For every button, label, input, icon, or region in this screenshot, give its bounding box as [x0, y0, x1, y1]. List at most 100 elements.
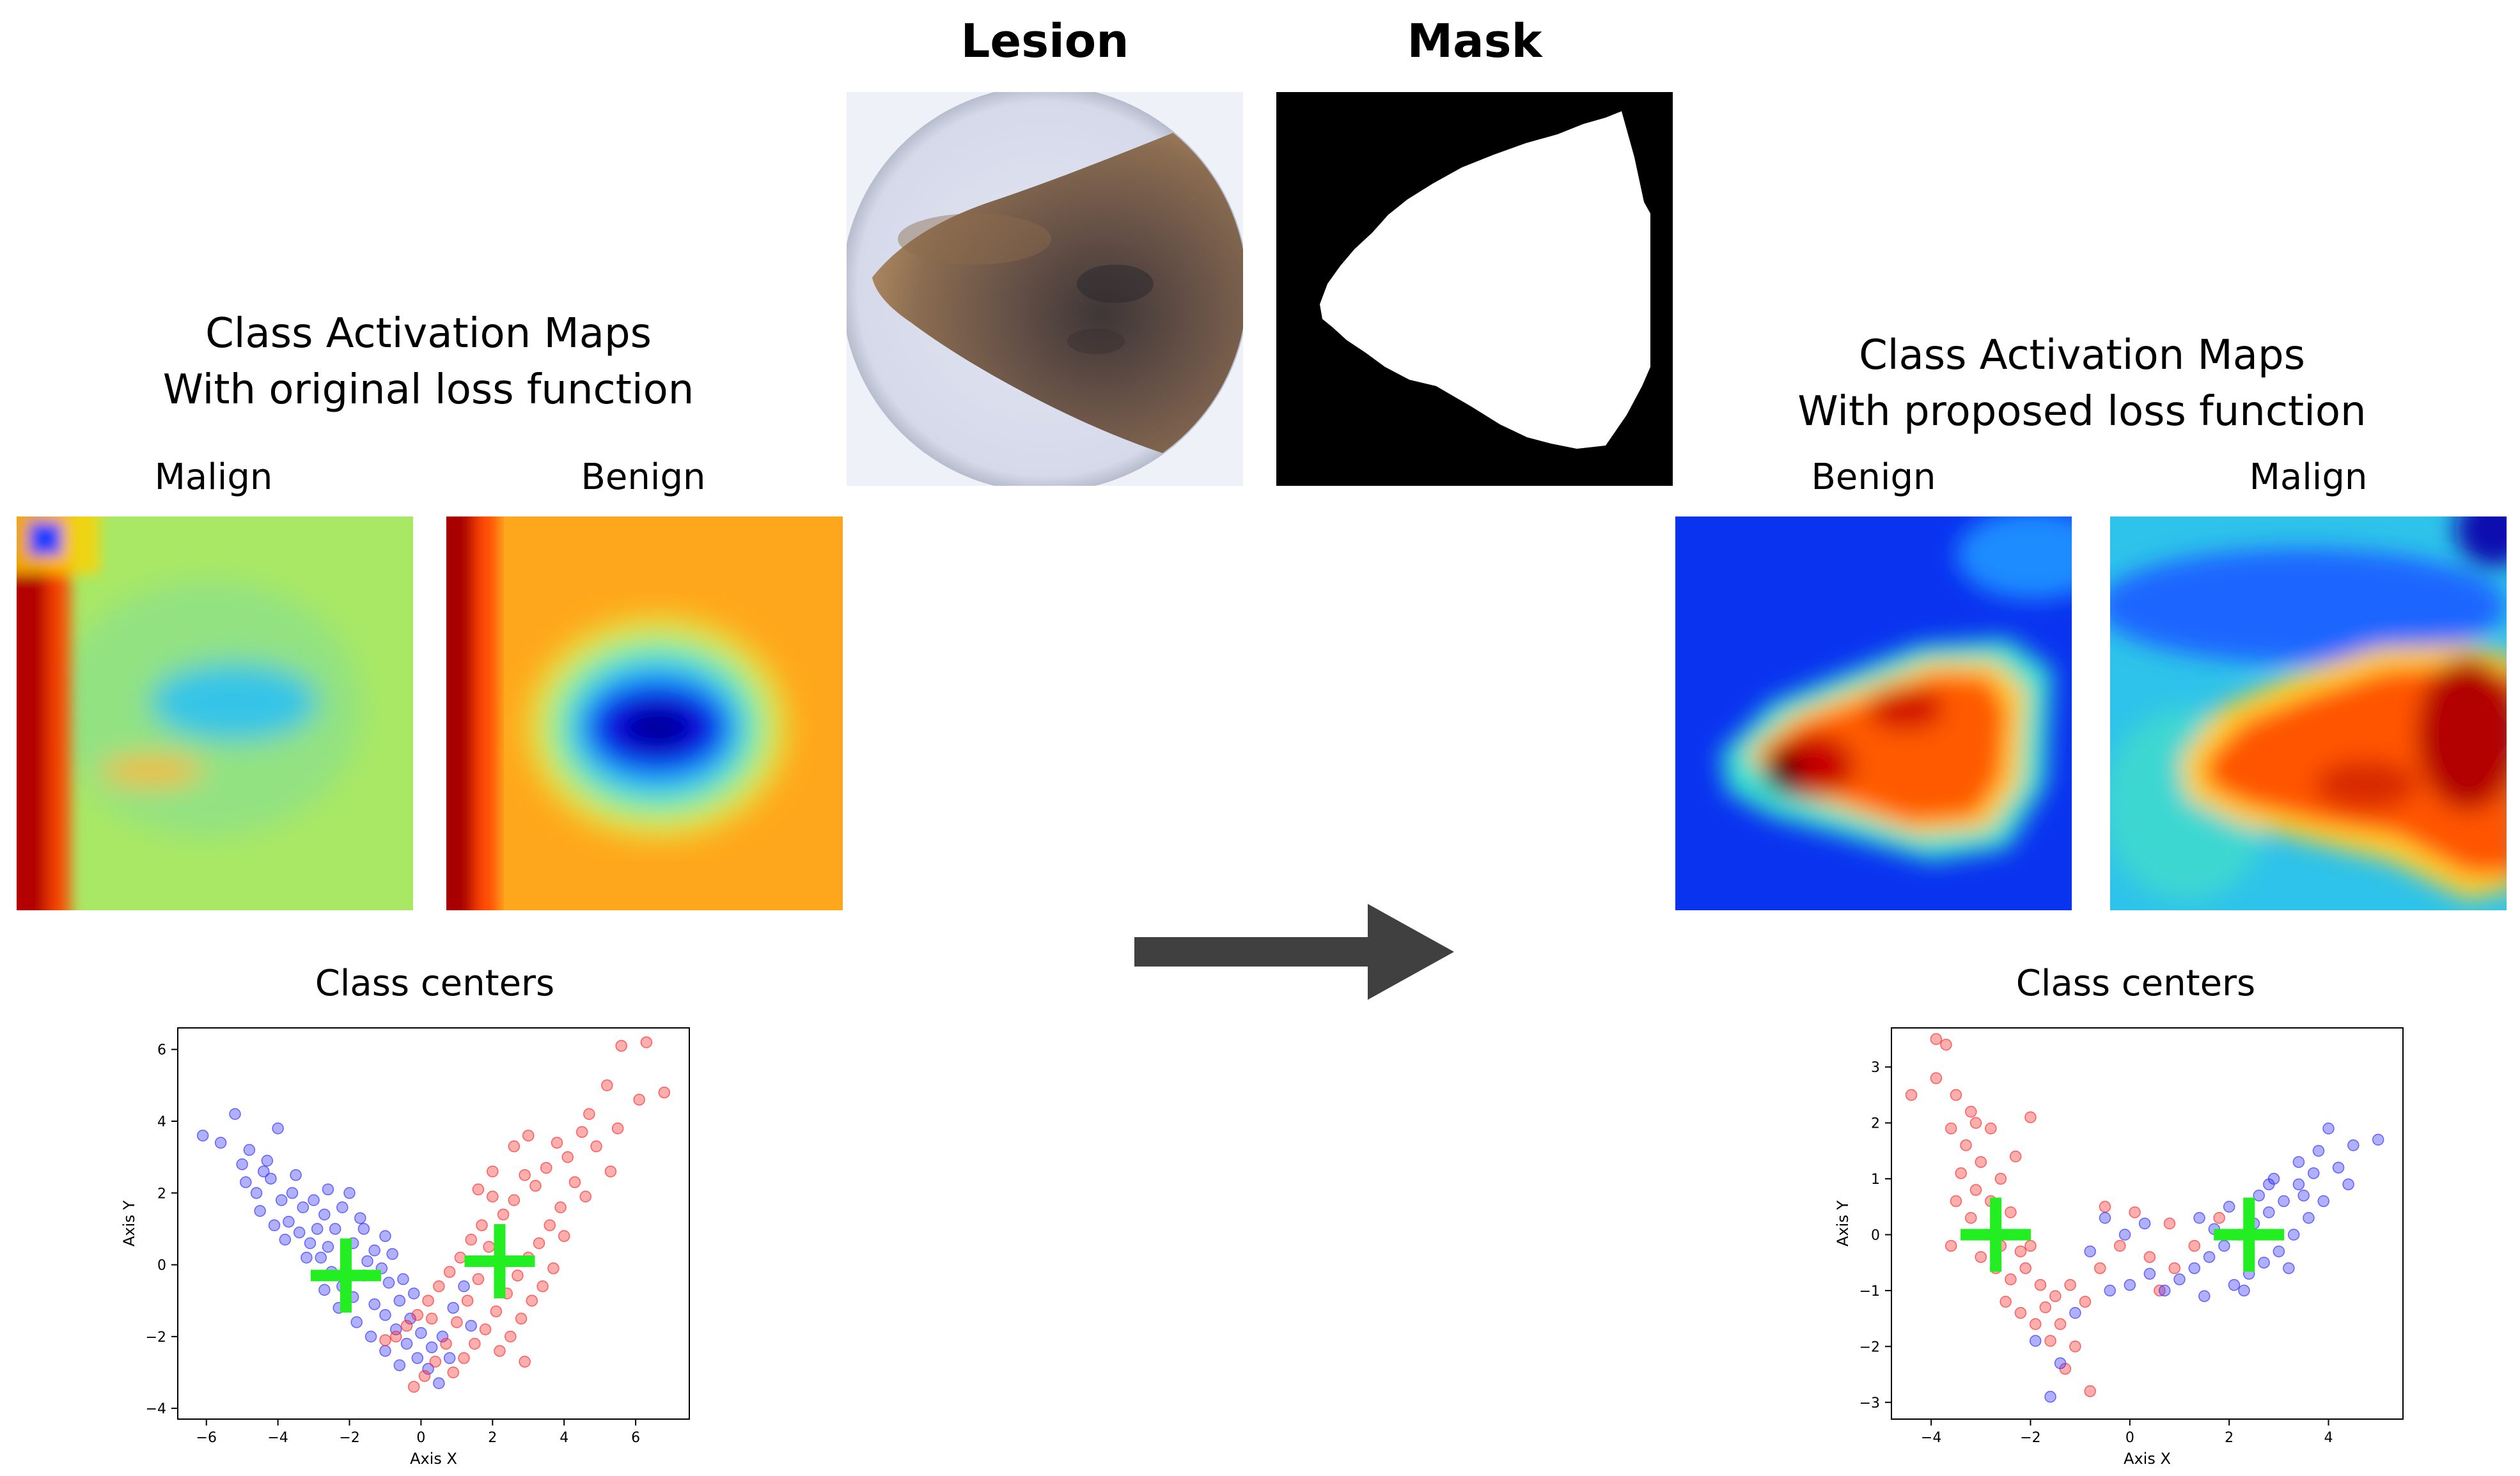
scatter-point	[268, 1219, 281, 1232]
scatter-point	[487, 1190, 499, 1203]
class-center-marker	[2214, 1197, 2285, 1272]
scatter-point	[2044, 1390, 2056, 1403]
scatter-point	[2263, 1178, 2275, 1191]
scatter-point	[2014, 1245, 2027, 1257]
scatter-point	[318, 1284, 331, 1296]
scatter-point	[479, 1323, 492, 1335]
scatter-point	[1905, 1089, 1918, 1101]
scatter-point	[258, 1165, 270, 1177]
scatter-point	[512, 1270, 524, 1282]
scatter-point	[2054, 1318, 2067, 1330]
scatter-point	[2278, 1195, 2290, 1208]
scatter-point	[214, 1137, 227, 1149]
x-tick-label: 2	[2225, 1430, 2234, 1446]
scatter-point	[522, 1130, 535, 1142]
scatter-point	[411, 1309, 424, 1321]
scatter-point	[379, 1334, 391, 1346]
class-center-marker	[464, 1224, 535, 1298]
scatter-point	[2312, 1145, 2325, 1157]
scatter-point	[2034, 1278, 2047, 1291]
scatter-point	[2158, 1284, 2171, 1297]
scatter-point	[290, 1169, 302, 1181]
scatter-point	[2307, 1167, 2320, 1179]
scatter-point	[604, 1165, 617, 1177]
scatter-point	[2093, 1262, 2106, 1275]
scatter-point	[368, 1298, 380, 1310]
scatter-point	[2129, 1206, 2141, 1218]
scatter-point	[451, 1316, 463, 1328]
left-cam-title-line2: With original loss function	[162, 366, 694, 414]
scatter-point	[2188, 1239, 2201, 1252]
scatter-point	[519, 1355, 531, 1368]
scatter-point	[2054, 1357, 2067, 1369]
left-map-benign-label: Benign	[581, 456, 706, 498]
scatter-point	[2347, 1139, 2360, 1151]
scatter-point	[2118, 1229, 2131, 1241]
scatter-point	[390, 1330, 402, 1343]
scatter-point	[415, 1326, 427, 1339]
scatter-point	[2024, 1111, 2037, 1124]
x-axis-label: Axis X	[2124, 1450, 2171, 1468]
scatter-point	[425, 1312, 438, 1325]
scatter-point	[497, 1208, 510, 1221]
scatter-point	[354, 1212, 366, 1224]
mask-image	[1276, 92, 1673, 486]
scatter-point	[465, 1319, 477, 1332]
scatter-point	[2303, 1212, 2315, 1224]
y-tick-label: −1	[1859, 1284, 1880, 1300]
scatter-point	[397, 1273, 409, 1286]
scatter-point	[590, 1140, 602, 1153]
x-tick-label: −2	[339, 1430, 359, 1446]
scatter-point	[357, 1223, 370, 1235]
scatter-point	[2163, 1217, 2176, 1230]
scatter-point	[2292, 1178, 2305, 1191]
scatter-point	[579, 1190, 592, 1203]
right-arrow-icon	[1134, 904, 1454, 1000]
scatter-point	[2228, 1278, 2241, 1291]
scatter-point	[301, 1252, 313, 1264]
scatter-point	[2193, 1212, 2205, 1224]
scatter-point	[2297, 1190, 2310, 1202]
scatter-point	[554, 1201, 567, 1213]
y-tick-label: 2	[1871, 1116, 1880, 1132]
scatter-point	[458, 1352, 470, 1364]
scatter-point	[240, 1176, 252, 1188]
scatter-point	[2372, 1133, 2384, 1146]
right-cam-benign-heatmap	[1675, 517, 2072, 910]
y-tick-label: −4	[146, 1401, 166, 1417]
scatter-point	[2342, 1178, 2354, 1191]
scatter-point	[2009, 1150, 2022, 1163]
scatter-point	[615, 1039, 627, 1052]
scatter-point	[1969, 1117, 1982, 1129]
right-centers-title: Class centers	[2015, 963, 2256, 1004]
scatter-point	[2069, 1340, 2081, 1353]
scatter-point	[2084, 1245, 2096, 1257]
scatter-point	[487, 1165, 499, 1177]
scatter-point	[611, 1122, 624, 1135]
scatter-point	[243, 1144, 256, 1156]
scatter-point	[379, 1230, 391, 1242]
scatter-point	[2168, 1262, 2180, 1275]
scatter-point	[2044, 1335, 2056, 1347]
scatter-point	[368, 1244, 380, 1257]
scatter-point	[1940, 1038, 1952, 1051]
scatter-point	[2263, 1206, 2275, 1218]
scatter-point	[443, 1352, 456, 1364]
scatter-point	[1960, 1139, 1972, 1151]
scatter-point	[2049, 1290, 2062, 1302]
scatter-point	[1945, 1239, 1957, 1252]
scatter-point	[2322, 1123, 2335, 1135]
scatter-point	[422, 1363, 434, 1375]
scatter-point	[2084, 1385, 2096, 1397]
scatter-point	[1945, 1123, 1957, 1135]
scatter-point	[515, 1312, 528, 1325]
scatter-point	[540, 1161, 552, 1174]
scatter-point	[508, 1194, 520, 1206]
scatter-point	[2099, 1212, 2111, 1224]
scatter-point	[308, 1194, 320, 1206]
lesion-title: Lesion	[960, 14, 1129, 68]
scatter-point	[422, 1294, 434, 1307]
scatter-point	[508, 1140, 520, 1153]
x-tick-label: 0	[416, 1430, 425, 1446]
scatter-point	[2238, 1284, 2250, 1297]
